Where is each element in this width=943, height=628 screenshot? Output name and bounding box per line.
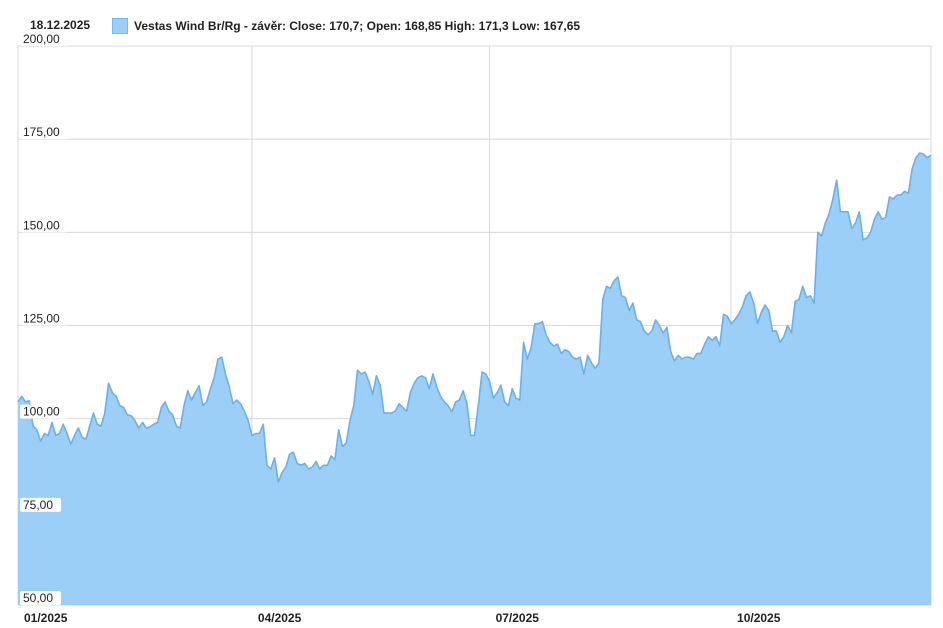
y-tick-label: 125,00 [23, 312, 60, 326]
y-tick-bg [20, 311, 68, 326]
y-tick-label: 175,00 [23, 125, 60, 139]
y-tick-label: 200,00 [23, 32, 60, 46]
price-area [18, 152, 931, 605]
x-tick-label: 01/2025 [24, 611, 68, 625]
quote-date: 18.12.2025 [30, 18, 91, 32]
y-tick-label: 150,00 [23, 218, 60, 232]
y-tick-label: 50,00 [23, 591, 53, 605]
y-tick-bg [20, 591, 61, 605]
x-tick-label: 04/2025 [258, 611, 302, 625]
x-tick-label: 10/2025 [737, 611, 781, 625]
price-line [17, 152, 932, 483]
y-tick-bg [20, 404, 68, 419]
x-tick-label: 07/2025 [496, 611, 540, 625]
x-axis: 01/2025 04/2025 07/2025 10/2025 [24, 611, 781, 625]
y-tick-bg [20, 32, 68, 46]
y-tick-label: 100,00 [23, 405, 60, 419]
legend-label: Vestas Wind Br/Rg - závěr: Close: 170,7;… [134, 19, 581, 33]
series-area [17, 152, 932, 605]
chart-header: 18.12.2025 Vestas Wind Br/Rg - závěr: Cl… [0, 0, 943, 40]
y-tick-bg [20, 218, 68, 233]
y-axis: 50,00 75,00 100,00 125,00 150,00 175,00 200,00 [20, 32, 68, 605]
y-tick-bg [20, 125, 68, 140]
y-tick-bg [20, 497, 61, 512]
y-tick-label: 75,00 [23, 498, 53, 512]
legend-swatch [112, 18, 128, 34]
